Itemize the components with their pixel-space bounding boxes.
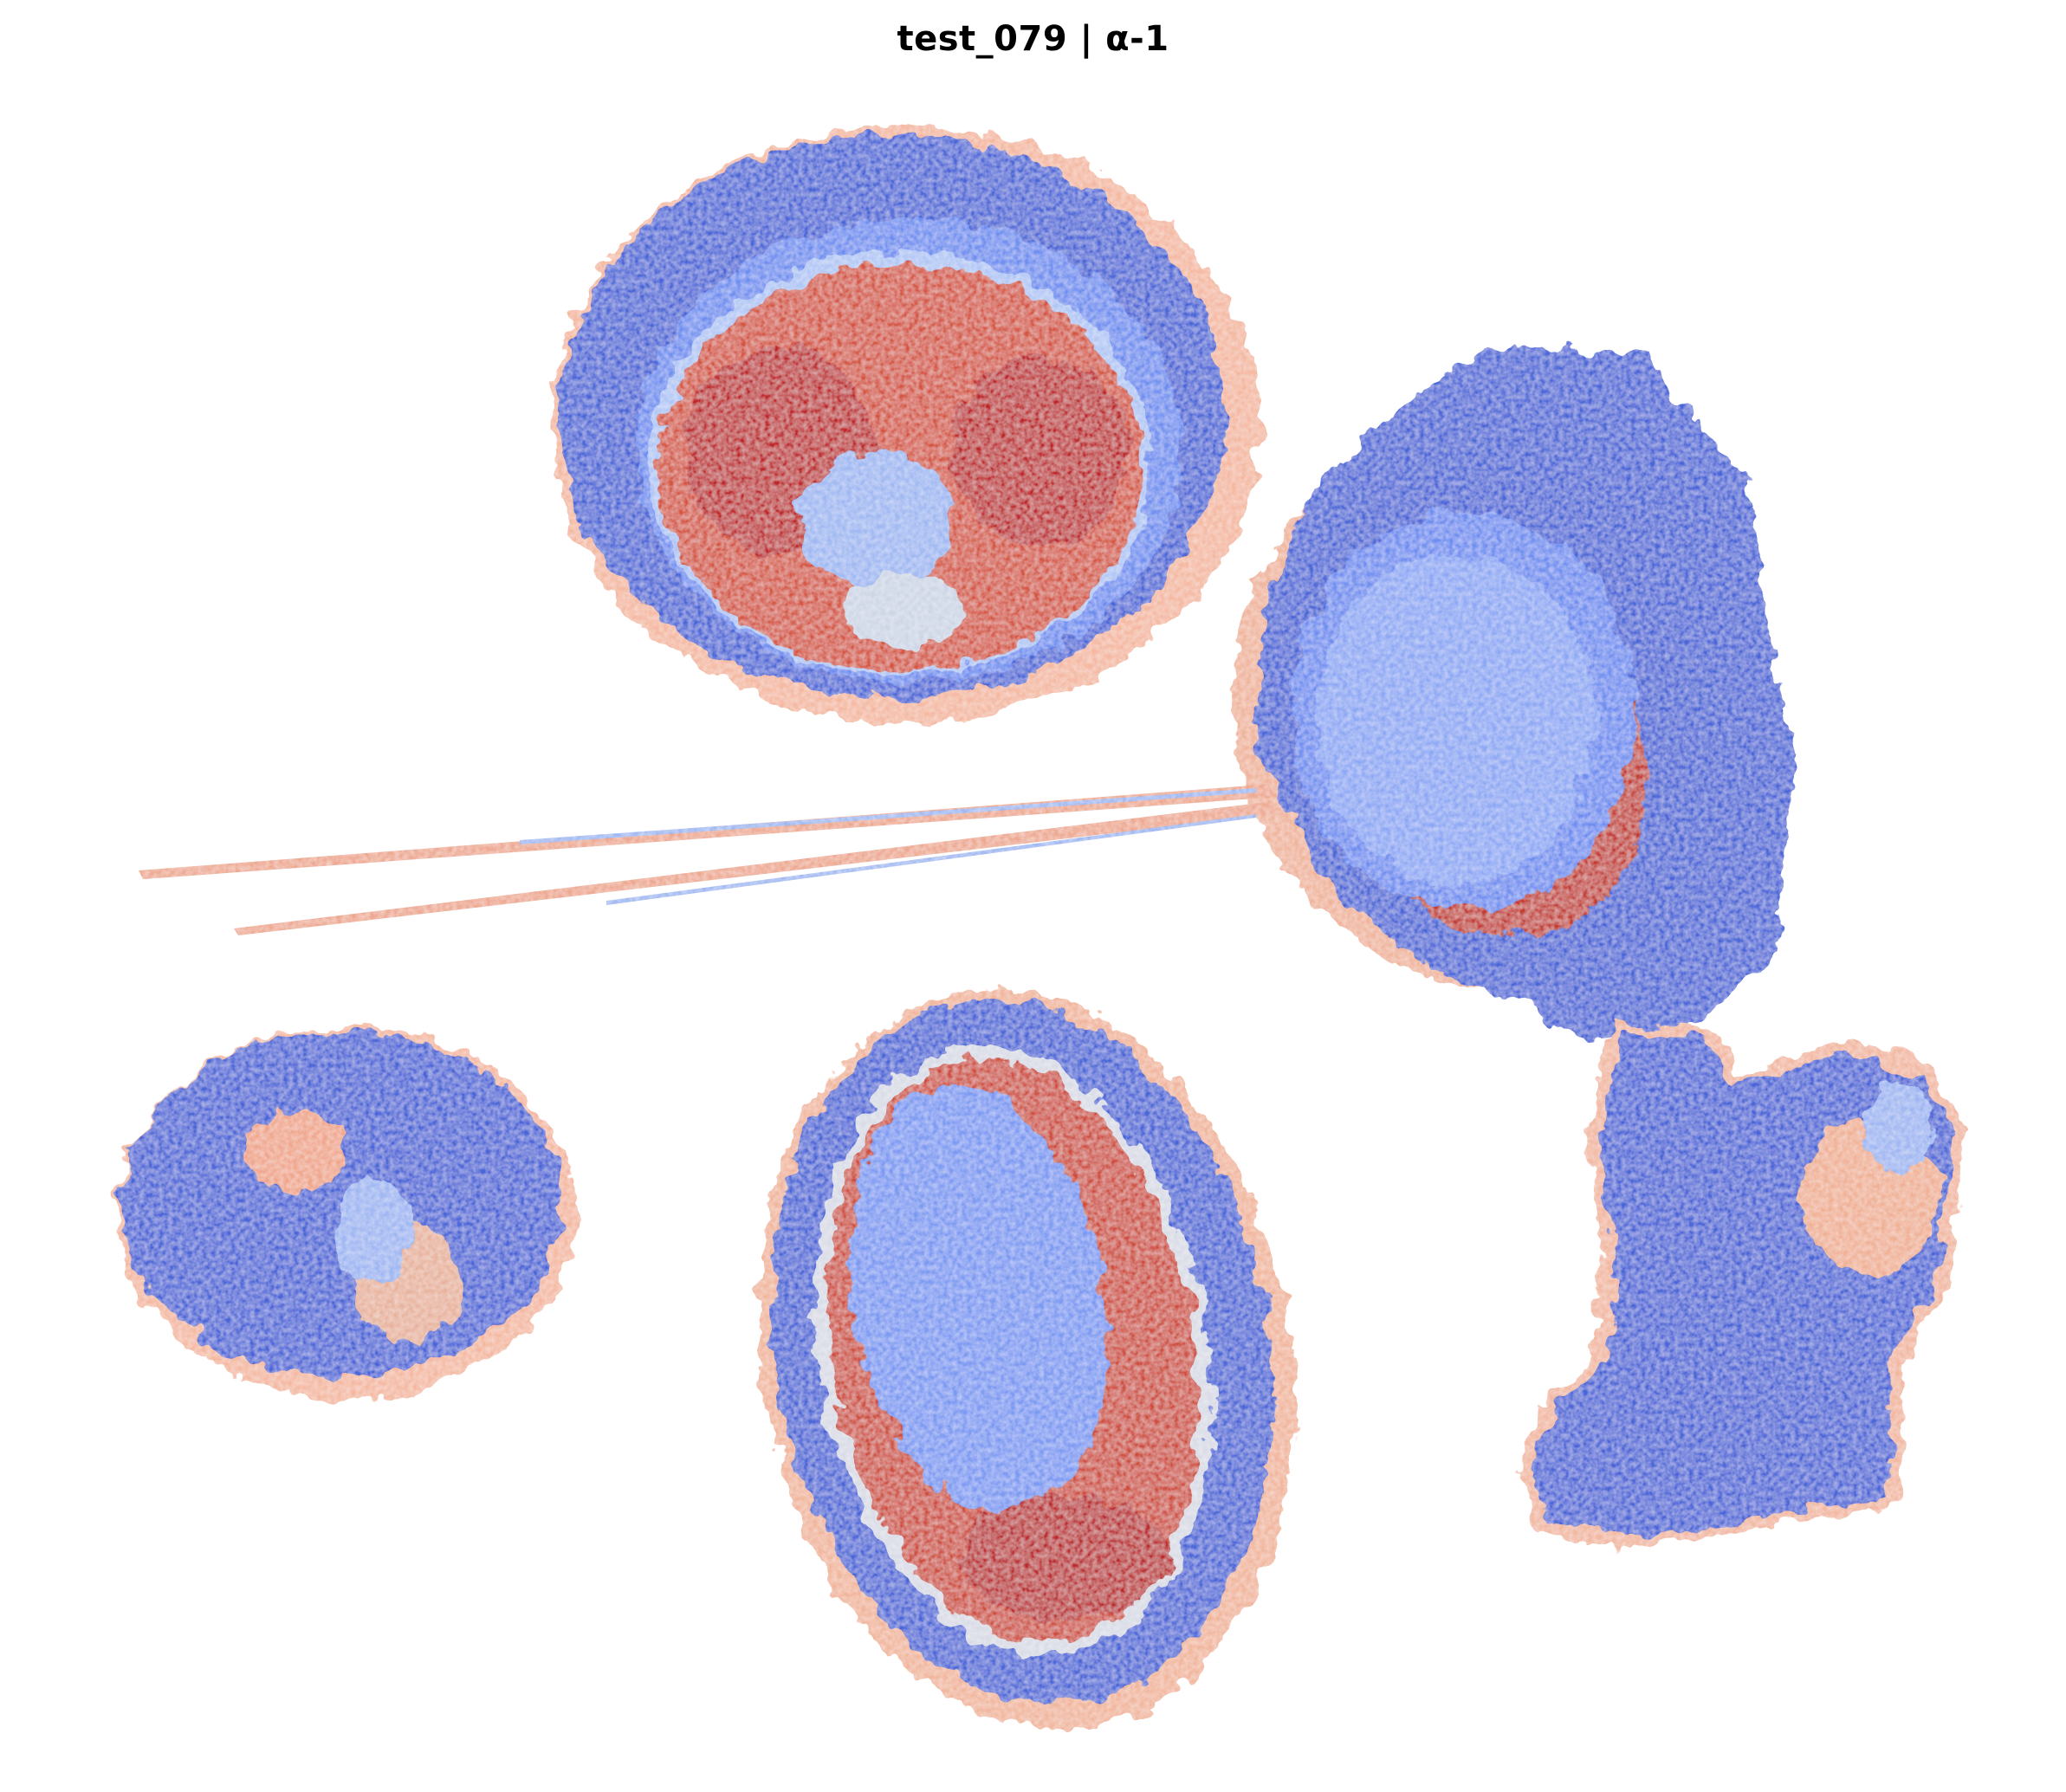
tissue-section-left (117, 1026, 576, 1399)
tissue-section-bottom-right (1516, 1022, 1966, 1550)
tissue-strand-thin (139, 784, 1278, 935)
kidney-section-top (550, 126, 1260, 723)
figure-title: test_079 | α-1 (897, 19, 1169, 59)
kidney-section-bottom (758, 990, 1295, 1730)
kidney-section-right (1232, 346, 1793, 1039)
